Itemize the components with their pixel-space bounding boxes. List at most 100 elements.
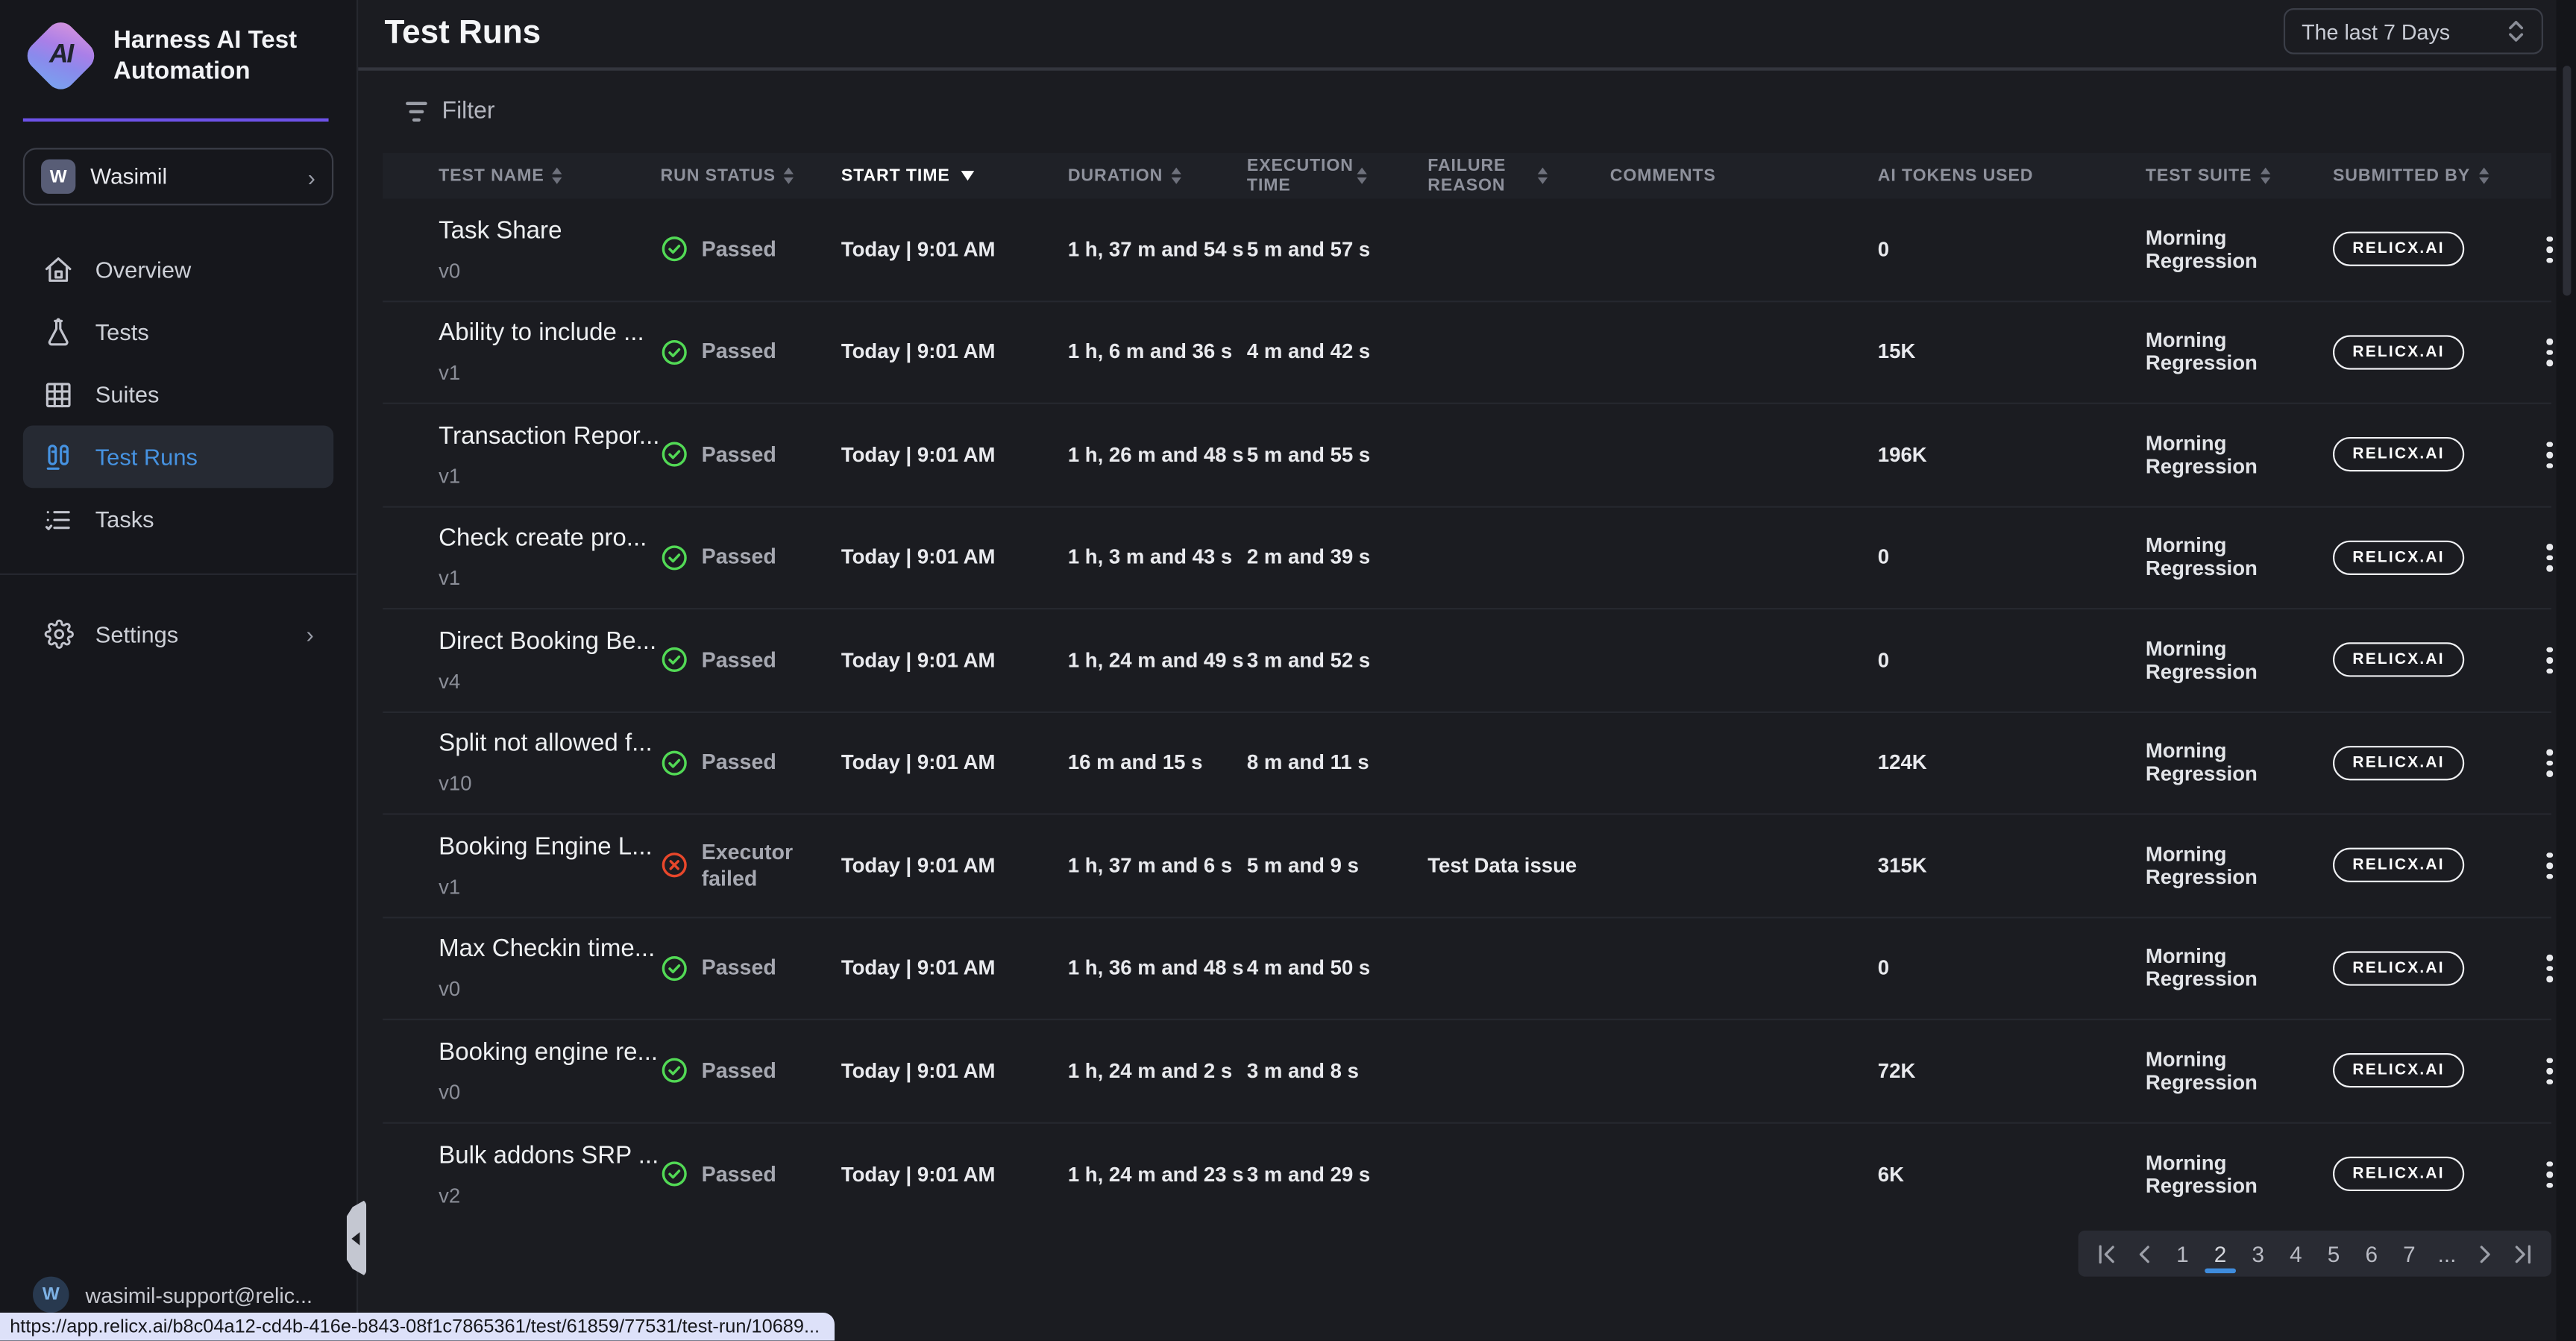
status-label: Passed [701,1161,776,1186]
column-header-failure[interactable]: Failure Reason [1427,156,1610,195]
cell-duration: 1 h, 6 m and 36 s [1067,340,1233,364]
status-label: Passed [701,955,776,980]
column-header-start[interactable]: Start Time [841,166,1068,186]
cell-test-name: Booking Engine L... v1 [439,832,660,898]
cell-run-status: Passed [661,954,841,982]
table-body: Task Share v0 Passed Today | 9:01 AM 1 h, 37… [383,199,2553,1226]
pagination-page-1[interactable]: 1 [2176,1241,2189,1266]
sidebar-item-suites[interactable]: Suites [23,363,333,426]
row-menu-button[interactable] [2530,1155,2569,1194]
column-header-tokens[interactable]: AI Tokens Used [1878,166,2146,186]
column-label: Duration [1067,166,1163,186]
pagination-last-button[interactable] [2505,1232,2539,1275]
row-menu-button[interactable] [2530,743,2569,782]
pagination-first-button[interactable] [2090,1232,2124,1275]
column-label: Test Suite [2145,166,2252,186]
sort-desc-icon [961,171,975,181]
column-header-suite[interactable]: Test Suite [2146,166,2333,186]
row-menu-button[interactable] [2530,846,2569,885]
column-header-status[interactable]: Run Status [661,166,841,186]
cell-run-status: Passed [661,646,841,673]
row-menu-button[interactable] [2530,538,2569,577]
table-row[interactable]: Booking Engine L... v1 Executor failed Toda… [383,815,2553,918]
check-circle-icon [661,954,688,982]
table-row[interactable]: Bulk addons SRP ... v2 Passed Today | 9:01 … [383,1123,2553,1226]
cell-run-status: Passed [661,1161,841,1188]
cell-execution-time: 8 m and 11 s [1246,751,1369,775]
column-header-comments[interactable]: Comments [1610,166,1878,186]
cell-test-suite: Morning Regression [2145,534,2258,581]
table-row[interactable]: Check create pro... v1 Passed Today | 9:01 … [383,507,2553,610]
pagination-page-6[interactable]: 6 [2365,1241,2378,1266]
table-row[interactable]: Max Checkin time... v0 Passed Today | 9:01 … [383,917,2553,1020]
table-row[interactable]: Booking engine re... v0 Passed Today | 9:01… [383,1020,2553,1123]
pagination-prev-button[interactable] [2128,1232,2162,1275]
pagination-page-2[interactable]: 2 [2203,1232,2237,1275]
table-row[interactable]: Ability to include ... v1 Passed Today | 9:… [383,301,2553,404]
column-label: Comments [1609,166,1716,186]
scrollbar-track[interactable] [2556,0,2576,1341]
column-label: Test Name [439,166,544,186]
row-menu-button[interactable] [2530,435,2569,474]
sort-icon [1171,167,1181,184]
row-menu-button[interactable] [2530,1051,2569,1090]
row-menu-button[interactable] [2530,949,2569,988]
cell-test-name: Max Checkin time... v0 [439,935,660,1001]
pagination-page-3[interactable]: 3 [2252,1241,2265,1266]
table-row[interactable]: Task Share v0 Passed Today | 9:01 AM 1 h, 37… [383,199,2553,302]
cell-run-status: Passed [661,441,841,468]
pagination-page-5[interactable]: 5 [2327,1241,2340,1266]
cell-duration: 1 h, 37 m and 54 s [1067,237,1244,261]
sidebar-item-test-runs[interactable]: Test Runs [22,425,334,489]
cell-run-status: Passed [661,749,841,776]
cell-test-suite: Morning Regression [2145,1151,2258,1198]
table-row[interactable]: Split not allowed f... v10 Passed Today | 9… [383,712,2553,815]
column-header-submitted[interactable]: Submitted By [2333,166,2517,186]
sidebar-item-tasks[interactable]: Tasks [23,488,333,550]
column-header-name[interactable]: Test Name [439,166,660,186]
status-label: Executor failed [701,838,794,891]
test-version: v0 [439,259,461,283]
table-row[interactable]: Direct Booking Be... v4 Passed Today | 9:01… [383,609,2553,712]
status-label: Passed [701,544,776,569]
row-menu-button[interactable] [2530,230,2569,269]
column-header-duration[interactable]: Duration [1068,166,1247,186]
sidebar-item-overview[interactable]: Overview [23,238,333,301]
scrollbar-thumb[interactable] [2563,66,2572,296]
cell-failure-reason: Test Data issue [1427,853,1577,877]
cell-submitted-by: RELICX.AI [2332,848,2517,883]
row-menu-button[interactable] [2530,641,2569,680]
sidebar-item-settings[interactable]: Settings › [23,603,333,665]
submitted-by-badge: RELICX.AI [2332,642,2465,678]
check-circle-icon [661,1161,688,1188]
table-header-row: Test Name Run Status Start Time Duration Exe… [383,152,2551,199]
cell-test-suite: Morning Regression [2145,637,2258,683]
check-circle-icon [661,441,688,468]
status-url-text: https://app.relicx.ai/b8c04a12-cd4b-416e… [10,1316,820,1337]
sort-icon [783,167,794,184]
sidebar-item-tests[interactable]: Tests [23,301,333,363]
pagination-page-7[interactable]: 7 [2403,1241,2416,1266]
cell-run-status: Passed [661,1057,841,1084]
date-range-select[interactable]: The last 7 Days [2283,8,2543,54]
cell-ai-tokens: 0 [1877,545,1890,569]
filter-button[interactable]: Filter [406,98,495,125]
status-label: Passed [701,236,776,261]
workspace-selector[interactable]: W Wasimil › [22,148,334,206]
main-content: Test Runs The last 7 Days Filter Test Na… [358,0,2576,1341]
brand-title: Harness AI Test Automation [113,25,298,86]
pagination-ellipsis[interactable]: ... [2437,1241,2457,1266]
submitted-by-badge: RELICX.AI [2332,437,2465,472]
sidebar-collapse-handle[interactable] [346,1199,367,1277]
pagination-next-button[interactable] [2468,1232,2502,1275]
column-header-exec[interactable]: Execution Time [1247,156,1427,195]
table-row[interactable]: Transaction Repor... v1 Passed Today | 9:01… [383,404,2553,507]
submitted-by-badge: RELICX.AI [2332,1053,2465,1088]
test-version: v1 [439,362,461,386]
column-label: Start Time [841,166,950,186]
cell-execution-time: 3 m and 52 s [1246,648,1371,672]
row-menu-button[interactable] [2530,333,2569,372]
pagination-page-4[interactable]: 4 [2290,1241,2302,1266]
status-label: Passed [701,339,776,364]
user-account[interactable]: W wasimil-support@relic... [33,1276,312,1313]
